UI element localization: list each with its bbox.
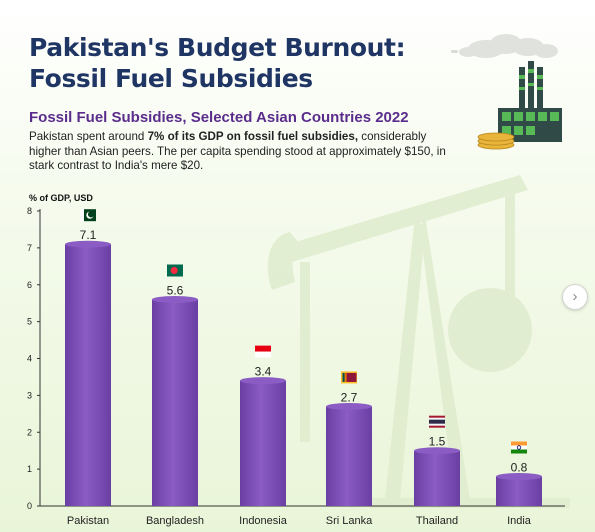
x-tick-label-pakistan: Pakistan xyxy=(67,515,109,527)
chevron-right-icon: › xyxy=(572,288,578,305)
x-tick-label-bangladesh: Bangladesh xyxy=(146,515,204,527)
value-label-thailand: 1.5 xyxy=(429,435,446,449)
chart-description: Pakistan spent around 7% of its GDP on f… xyxy=(29,130,459,174)
value-label-bangladesh: 5.6 xyxy=(167,284,184,298)
bar-thailand xyxy=(414,450,460,506)
x-tick-label-indonesia: Indonesia xyxy=(239,515,288,527)
sri-lanka-flag-icon xyxy=(341,371,357,384)
value-label-india: 0.8 xyxy=(511,461,528,475)
y-tick-label: 5 xyxy=(27,317,32,327)
next-slide-button[interactable]: › xyxy=(562,284,588,310)
y-tick-label: 8 xyxy=(27,206,32,216)
factory-icon xyxy=(451,34,562,150)
pakistan-flag-icon xyxy=(80,209,96,222)
y-tick-label: 7 xyxy=(27,243,32,253)
x-tick-label-sri-lanka: Sri Lanka xyxy=(326,515,373,527)
chart-subtitle: Fossil Fuel Subsidies, Selected Asian Co… xyxy=(29,109,409,126)
bar-top-pakistan xyxy=(65,240,111,248)
value-label-pakistan: 7.1 xyxy=(80,228,97,242)
y-axis-title: % of GDP, USD xyxy=(29,193,93,203)
description-text: Pakistan spent around xyxy=(29,130,148,143)
bar-sri-lanka xyxy=(326,406,372,506)
bar-pakistan xyxy=(65,244,111,506)
bar-bangladesh xyxy=(152,299,198,506)
bar-top-thailand xyxy=(414,447,460,455)
page-title: Pakistan's Budget Burnout: Fossil Fuel S… xyxy=(29,33,406,93)
bar-top-india xyxy=(496,473,542,480)
y-tick-label: 1 xyxy=(27,464,32,474)
value-label-indonesia: 3.4 xyxy=(255,365,272,379)
value-label-sri-lanka: 2.7 xyxy=(341,390,358,404)
bar-indonesia xyxy=(240,380,286,506)
bar-india xyxy=(496,476,542,506)
y-tick-label: 4 xyxy=(27,354,32,364)
y-tick-label: 2 xyxy=(27,427,32,437)
oil-pump-silhouette xyxy=(267,175,570,508)
bar-top-bangladesh xyxy=(152,296,198,303)
y-tick-label: 0 xyxy=(27,501,32,511)
y-tick-label: 3 xyxy=(27,390,32,400)
bangladesh-flag-icon xyxy=(167,264,183,277)
y-tick-label: 6 xyxy=(27,280,32,290)
india-flag-icon xyxy=(511,441,527,454)
bar-top-sri-lanka xyxy=(326,402,372,410)
description-highlight: 7% of its GDP on fossil fuel subsidies, xyxy=(147,130,359,143)
x-tick-label-thailand: Thailand xyxy=(416,515,458,527)
x-tick-label-india: India xyxy=(507,515,532,527)
thailand-flag-icon xyxy=(429,415,445,428)
indonesia-flag-icon xyxy=(255,345,271,358)
description-text-cont: considerably higher than Asian peers. Th… xyxy=(29,130,446,172)
bar-top-indonesia xyxy=(240,377,286,385)
